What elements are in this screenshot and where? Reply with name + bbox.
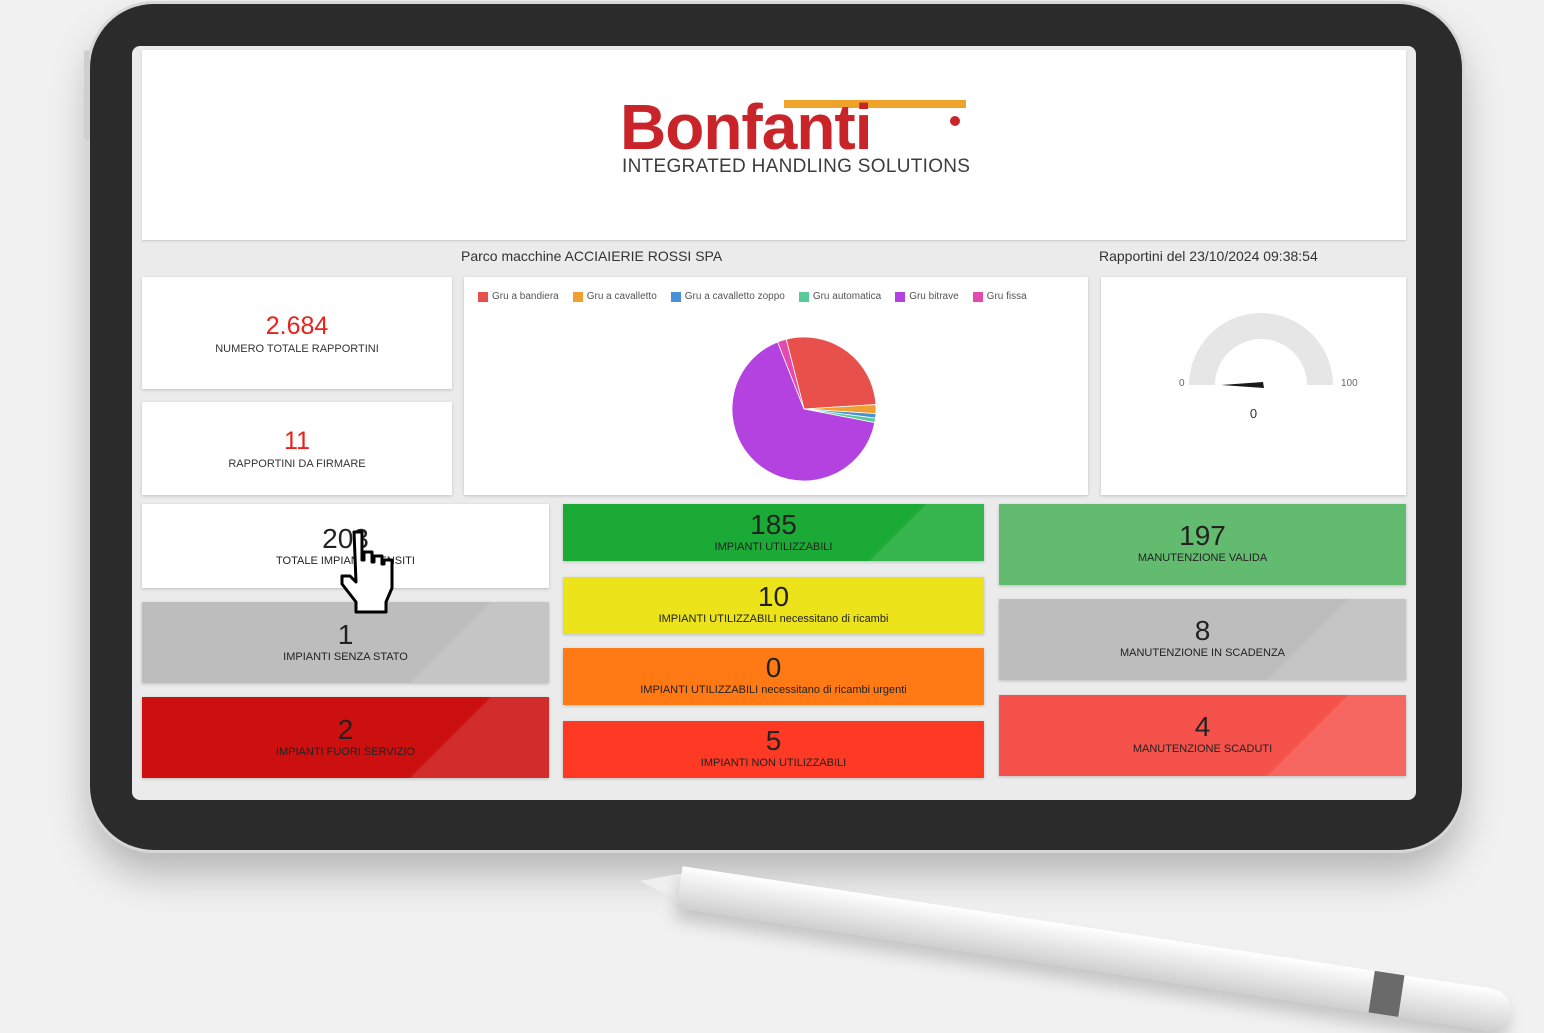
tile-label: IMPIANTI UTILIZZABILI	[714, 541, 833, 553]
tile-number: 2	[337, 714, 354, 745]
tile-manutenzione-valida[interactable]: 197 MANUTENZIONE VALIDA	[999, 504, 1406, 585]
logo-dot	[950, 116, 960, 126]
gauge-needle	[1221, 382, 1264, 388]
tile-impianti-senza-stato[interactable]: 1 IMPIANTI SENZA STATO	[142, 602, 549, 683]
legend-label: Gru fissa	[986, 291, 1027, 302]
tile-manutenzione-scaduti[interactable]: 4 MANUTENZIONE SCADUTI	[999, 695, 1406, 776]
kpi-card-totale-rapportini[interactable]: 2.684 NUMERO TOTALE RAPPORTINI	[142, 277, 452, 389]
gauge-min-label: 0	[1179, 378, 1185, 389]
bonfanti-logo: Bonfanti INTEGRATED HANDLING SOLUTIONS	[620, 91, 971, 184]
tile-number: 185	[750, 509, 797, 540]
gauge-max-label: 100	[1341, 378, 1358, 389]
tile-number: 5	[765, 725, 782, 756]
pie-chart-card: Gru a bandiera Gru a cavalletto Gru a cava…	[464, 277, 1088, 495]
pie-slice-gru-bitrave[interactable]	[731, 341, 876, 482]
legend-label: Gru a cavalletto zoppo	[684, 291, 785, 302]
tile-number: 8	[1194, 615, 1211, 646]
tile-label: MANUTENZIONE SCADUTI	[1132, 743, 1273, 755]
tablet-button	[84, 50, 90, 140]
legend-label: Gru bitrave	[909, 291, 959, 302]
legend-item[interactable]: Gru automatica	[798, 291, 882, 302]
stylus-band	[1368, 970, 1405, 1017]
legend-item[interactable]: Gru a cavalletto zoppo	[670, 291, 785, 302]
tile-number: 10	[757, 581, 790, 612]
hand-pointer-icon	[340, 530, 394, 614]
gauge	[1189, 313, 1333, 388]
kpi-value: 11	[284, 427, 310, 455]
chart-legend: Gru a bandiera Gru a cavalletto Gru a cava…	[478, 291, 1027, 302]
legend-swatch	[478, 291, 488, 302]
legend-swatch	[670, 291, 681, 302]
legend-item[interactable]: Gru a bandiera	[478, 291, 559, 302]
stylus-pencil	[637, 860, 1514, 1033]
pie-slice-gru-fissa[interactable]	[777, 338, 805, 410]
pie-chart	[731, 336, 877, 482]
tile-number: 4	[1194, 711, 1211, 742]
tile-non-utilizzabili[interactable]: 5 IMPIANTI NON UTILIZZABILI	[563, 721, 984, 778]
tile-ricambi-urgenti[interactable]: 0 IMPIANTI UTILIZZABILI necessitano di r…	[563, 648, 984, 705]
parco-value: ACCIAIERIE ROSSI SPA	[564, 248, 723, 264]
tile-number: 0	[765, 652, 782, 683]
kpi-label: NUMERO TOTALE RAPPORTINI	[215, 343, 379, 355]
pie-slice-gru-a-bandiera[interactable]	[785, 336, 877, 410]
rapportini-date: 23/10/2024 09:38:54	[1189, 248, 1318, 264]
tile-label: IMPIANTI SENZA STATO	[283, 651, 408, 663]
kpi-label: RAPPORTINI DA FIRMARE	[228, 458, 366, 470]
legend-swatch	[972, 291, 983, 302]
logo-wordmark: Bonfanti	[620, 91, 872, 163]
legend-item[interactable]: Gru bitrave	[895, 291, 959, 302]
rapportini-label: Rapportini del	[1099, 248, 1186, 264]
legend-swatch	[572, 291, 583, 302]
kpi-value: 2.684	[265, 312, 329, 340]
header-logo-panel: Bonfanti INTEGRATED HANDLING SOLUTIONS	[142, 50, 1406, 240]
tile-label: MANUTENZIONE IN SCADENZA	[1119, 647, 1285, 659]
tile-impianti-utilizzabili[interactable]: 185 IMPIANTI UTILIZZABILI	[563, 504, 984, 561]
kpi-card-rapportini-da-firmare[interactable]: 11 RAPPORTINI DA FIRMARE	[142, 402, 452, 495]
tile-label: IMPIANTI UTILIZZABILI necessitano di ric…	[640, 684, 907, 696]
gauge-card: 0 100 0	[1101, 277, 1406, 495]
tile-number: 197	[1179, 520, 1226, 551]
legend-item[interactable]: Gru a cavalletto	[572, 291, 657, 302]
tile-label: IMPIANTI FUORI SERVIZIO	[275, 746, 416, 758]
legend-item[interactable]: Gru fissa	[972, 291, 1027, 302]
logo-orange-bar	[784, 100, 966, 108]
parco-label: Parco macchine	[461, 248, 562, 264]
gauge-value: 0	[1249, 406, 1258, 421]
tile-manutenzione-in-scadenza[interactable]: 8 MANUTENZIONE IN SCADENZA	[999, 599, 1406, 680]
tile-impianti-fuori-servizio[interactable]: 2 IMPIANTI FUORI SERVIZIO	[142, 697, 549, 778]
tile-label: MANUTENZIONE VALIDA	[1137, 552, 1268, 564]
gauge-arc	[1189, 313, 1333, 385]
legend-label: Gru automatica	[812, 291, 882, 302]
rapportini-date-info: Rapportini del 23/10/2024 09:38:54	[1099, 248, 1318, 264]
tile-label: IMPIANTI NON UTILIZZABILI	[700, 757, 847, 769]
tile-necessitano-ricambi[interactable]: 10 IMPIANTI UTILIZZABILI necessitano di …	[563, 577, 984, 634]
legend-label: Gru a cavalletto	[586, 291, 657, 302]
legend-label: Gru a bandiera	[492, 291, 559, 302]
parco-macchine-info: Parco macchine ACCIAIERIE ROSSI SPA	[461, 248, 722, 264]
tile-number: 1	[337, 619, 354, 650]
legend-swatch	[895, 291, 906, 302]
dashboard-screen: Bonfanti INTEGRATED HANDLING SOLUTIONS P…	[132, 46, 1416, 800]
tile-label: IMPIANTI UTILIZZABILI necessitano di ric…	[658, 613, 889, 625]
legend-swatch	[798, 291, 809, 302]
logo-tagline: INTEGRATED HANDLING SOLUTIONS	[622, 156, 971, 177]
